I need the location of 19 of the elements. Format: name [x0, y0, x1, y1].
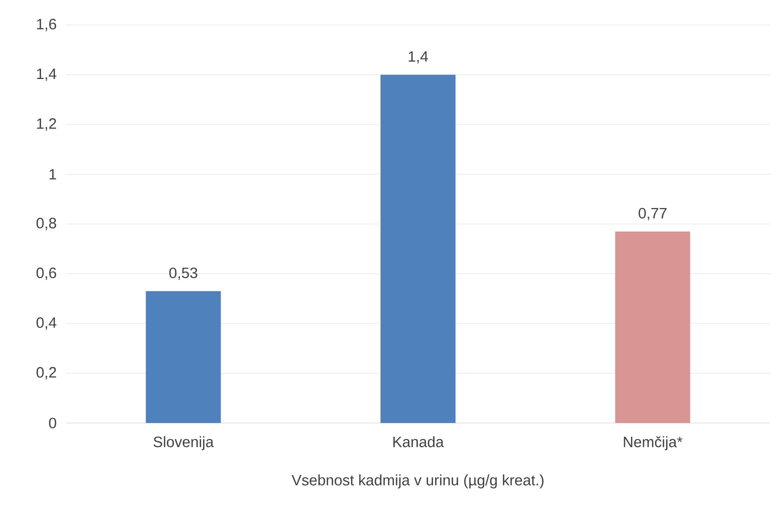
y-tick-label: 0,4 — [36, 317, 56, 330]
y-tick-label: 1 — [50, 169, 56, 180]
x-tick-label: Kanada — [393, 436, 444, 448]
bar — [146, 291, 221, 423]
bar — [380, 74, 456, 423]
y-tick-label: 1,2 — [37, 118, 56, 131]
y-tick-label: 1,4 — [37, 68, 56, 81]
x-tick-label: Nemčija* — [624, 436, 682, 450]
bar — [615, 231, 690, 423]
y-tick-label: 0,2 — [36, 367, 56, 380]
y-tick-label: 0,6 — [36, 268, 56, 280]
data-label: 1,4 — [408, 51, 428, 64]
y-tick-label: 1,6 — [37, 18, 56, 32]
data-label: 0,53 — [169, 268, 198, 280]
y-tick-label: 0,8 — [36, 218, 56, 230]
x-tick-label: Slovenija — [154, 436, 214, 450]
x-axis-title: Vsebnost kadmija v urinu (µg/g kreat.) — [292, 474, 544, 488]
y-tick-label: 0 — [49, 418, 56, 428]
data-label: 0,77 — [638, 208, 667, 220]
